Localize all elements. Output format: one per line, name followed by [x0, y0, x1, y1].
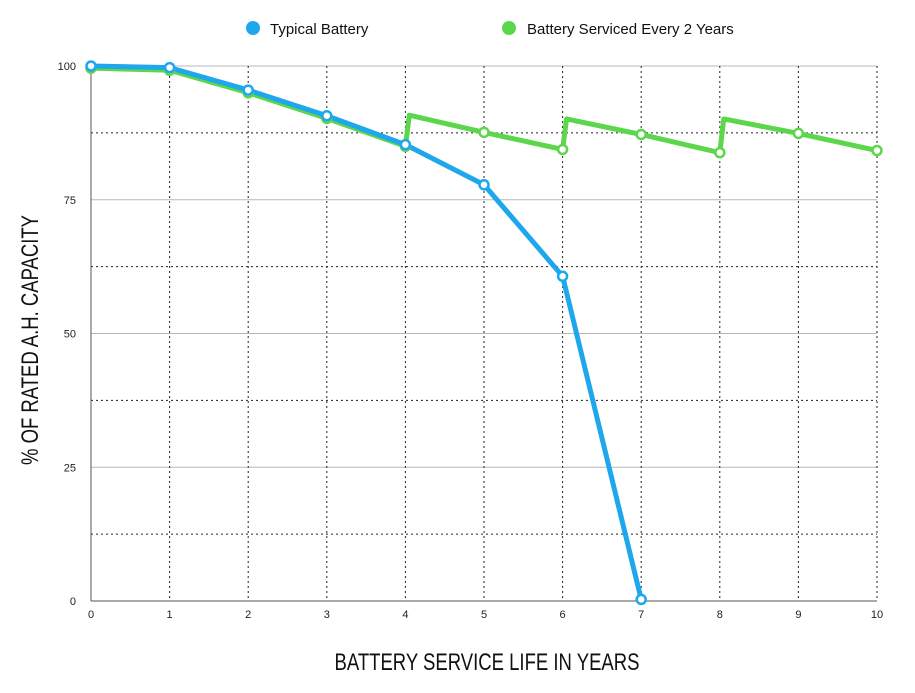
series-line-0	[88, 63, 644, 602]
x-tick-label: 2	[245, 609, 251, 621]
data-point	[635, 128, 647, 141]
data-point	[399, 138, 412, 151]
y-tick-label: 25	[64, 462, 76, 474]
x-tick-label: 5	[481, 609, 487, 621]
x-tick-label: 7	[638, 609, 644, 621]
data-point	[242, 84, 254, 96]
data-point	[792, 127, 805, 140]
x-tick-label: 1	[167, 609, 173, 621]
data-point	[321, 110, 333, 122]
x-axis-title: BATTERY SERVICE LIFE IN YEARS	[335, 649, 640, 676]
data-point	[478, 126, 490, 139]
y-tick-label: 100	[58, 61, 76, 73]
y-tick-label: 75	[64, 195, 76, 207]
x-tick-label: 9	[795, 609, 801, 621]
legend-swatch	[502, 21, 516, 35]
data-point	[871, 144, 883, 157]
y-tick-label: 50	[64, 329, 76, 341]
x-tick-label: 0	[88, 609, 94, 621]
legend: Typical Battery Battery Serviced Every 2 …	[246, 21, 734, 38]
data-point	[163, 61, 176, 74]
series-line-1	[88, 65, 880, 156]
grid	[91, 65, 878, 602]
y-tick-label: 0	[70, 596, 76, 608]
data-point	[714, 146, 726, 159]
data-point	[556, 270, 569, 283]
data-point	[556, 143, 569, 156]
data-point	[478, 179, 490, 191]
x-tick-label: 4	[402, 609, 408, 621]
series	[85, 60, 883, 606]
x-tick-label: 3	[324, 609, 330, 621]
x-tick-label: 10	[871, 609, 883, 621]
legend-swatch	[246, 21, 260, 35]
x-tick-label: 6	[560, 609, 566, 621]
y-axis-title: % OF RATED A.H. CAPACITY	[17, 215, 44, 465]
data-point	[635, 593, 647, 606]
data-point	[85, 60, 97, 72]
legend-label: Battery Serviced Every 2 Years	[527, 21, 734, 38]
legend-label: Typical Battery	[270, 21, 369, 38]
x-tick-label: 8	[717, 609, 723, 621]
